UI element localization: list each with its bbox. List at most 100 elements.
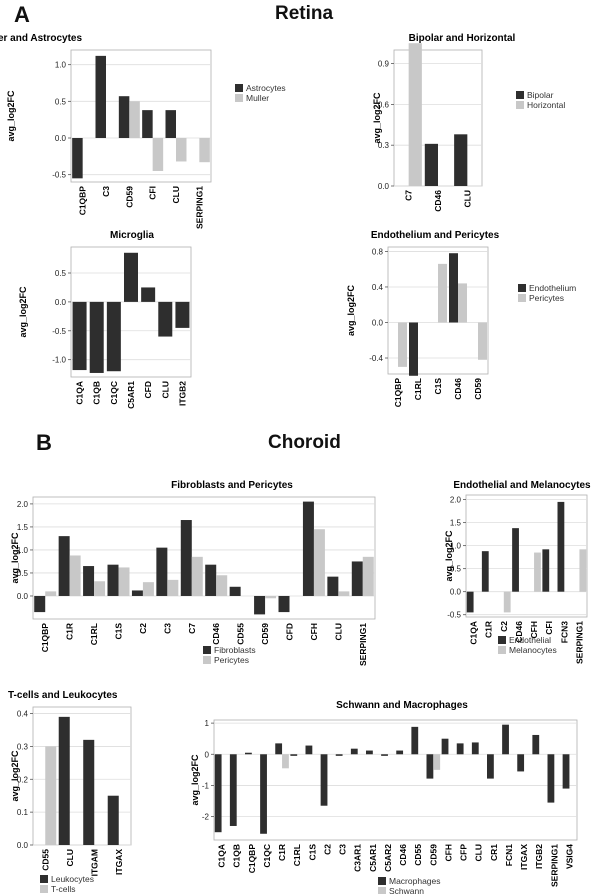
- category-label: C1QBP: [78, 186, 88, 216]
- bar: [433, 754, 441, 770]
- legend-swatch: [378, 887, 386, 894]
- bar: [72, 138, 83, 179]
- category-label: SERPING1: [574, 621, 584, 664]
- bar: [547, 754, 555, 803]
- bar: [471, 742, 479, 755]
- chart-tcells-leukocytes: T-cells and Leukocytes 0.0 0.1 0.2 0.3 0.4 avg…: [8, 690, 132, 894]
- legend-label: Horizontal: [527, 100, 565, 110]
- y-tick-label: 0.4: [17, 710, 29, 719]
- y-axis-label: avg_log2FC: [10, 750, 20, 802]
- y-axis-label: avg_log2FC: [10, 532, 20, 584]
- chart-title: Bipolar and Horizontal: [409, 33, 516, 44]
- bar: [142, 110, 153, 138]
- bar: [83, 566, 95, 596]
- y-tick-label: 0.5: [450, 565, 462, 574]
- legend-swatch: [203, 656, 211, 664]
- category-label: ITGB2: [177, 381, 187, 406]
- bar: [118, 567, 130, 596]
- bar: [351, 561, 363, 596]
- bar: [278, 595, 290, 613]
- y-tick-label: 0.0: [17, 592, 29, 601]
- bar: [229, 586, 241, 596]
- bar: [180, 520, 192, 596]
- bar: [502, 724, 509, 755]
- bar: [408, 43, 422, 187]
- panel-letter-a: A: [14, 2, 30, 27]
- bar: [456, 743, 464, 755]
- category-label: SERPING1: [549, 844, 559, 887]
- bar: [562, 754, 570, 789]
- bar: [503, 591, 511, 613]
- bar: [302, 501, 314, 596]
- category-label: CFP: [459, 844, 469, 861]
- category-label: ITGAM: [89, 849, 99, 876]
- bar: [34, 595, 46, 613]
- category-label: C1QB: [92, 381, 102, 405]
- category-label: CD46: [453, 378, 463, 400]
- legend-label: Macrophages: [389, 876, 441, 886]
- y-tick-label: 0.0: [17, 841, 29, 850]
- bar: [557, 501, 565, 592]
- bar: [45, 591, 57, 596]
- bar: [124, 252, 138, 302]
- chart-microglia: Microglia -1.0 -0.5 0.0 0.5 avg_log2FC C1QA C1Q…: [18, 230, 192, 409]
- bar: [290, 754, 298, 756]
- legend-label: Pericytes: [214, 655, 249, 665]
- bar: [398, 322, 407, 367]
- bar: [335, 754, 343, 756]
- category-label: C1QBP: [393, 378, 403, 408]
- bar: [191, 556, 203, 596]
- category-label: C1QC: [262, 844, 272, 868]
- chart-bipolar-horizontal: Bipolar and Horizontal 0.0 0.3 0.6 0.9 avg_lo…: [372, 33, 565, 212]
- legend-label: Pericytes: [529, 293, 564, 303]
- bar: [265, 595, 277, 599]
- bar: [449, 253, 458, 323]
- bar: [282, 754, 289, 769]
- bar: [275, 743, 283, 755]
- chart-fibroblasts-pericytes: Fibroblasts and Pericytes 0.0 0.5 1.0 1.5 2.0…: [10, 480, 376, 666]
- category-label: C3: [101, 186, 111, 197]
- y-tick-label: -0.5: [52, 171, 66, 180]
- category-label: CD46: [211, 623, 221, 645]
- legend-label: Endothelium: [529, 283, 576, 293]
- category-label: VSIG4: [564, 844, 574, 869]
- category-label: CFD: [143, 381, 153, 398]
- category-label: CD55: [236, 623, 246, 645]
- legend-swatch: [516, 101, 524, 109]
- legend-swatch: [516, 91, 524, 99]
- legend-label: Endothelial: [509, 635, 551, 645]
- bar: [229, 754, 237, 826]
- bar: [458, 283, 467, 323]
- category-label: CFH: [309, 623, 319, 640]
- y-tick-label: 0.6: [378, 100, 390, 109]
- bar: [107, 564, 119, 596]
- chart-title: Endothelium and Pericytes: [371, 230, 500, 241]
- y-tick-label: -1.0: [52, 356, 66, 365]
- bar: [118, 96, 130, 138]
- bar: [517, 754, 525, 772]
- category-label: SERPING1: [358, 623, 368, 666]
- chart-title: Endothelial and Melanocytes: [453, 480, 591, 491]
- category-label: CD59: [473, 378, 483, 400]
- y-tick-label: 1.0: [450, 542, 462, 551]
- category-label: CLU: [171, 186, 181, 203]
- legend-label: Melanocytes: [509, 645, 557, 655]
- category-label: SERPING1: [194, 186, 204, 229]
- bar: [89, 301, 104, 373]
- bar: [396, 750, 404, 755]
- category-label: C1QA: [75, 381, 85, 405]
- legend-swatch: [378, 877, 386, 885]
- legend-label: Leukocytes: [51, 874, 94, 884]
- bar: [94, 581, 106, 596]
- category-label: C1S: [114, 623, 124, 640]
- bar: [305, 745, 313, 755]
- category-label: C1QA: [469, 621, 479, 645]
- legend-label: Fibroblasts: [214, 645, 256, 655]
- y-axis-label: avg_log2FC: [18, 286, 28, 338]
- legend-swatch: [235, 94, 243, 102]
- category-label: C1R: [484, 621, 494, 638]
- chart-title: Muller and Astrocytes: [0, 33, 82, 44]
- y-tick-label: 0.8: [372, 247, 384, 256]
- category-label: CR1: [489, 844, 499, 861]
- chart-title: Microglia: [110, 230, 154, 241]
